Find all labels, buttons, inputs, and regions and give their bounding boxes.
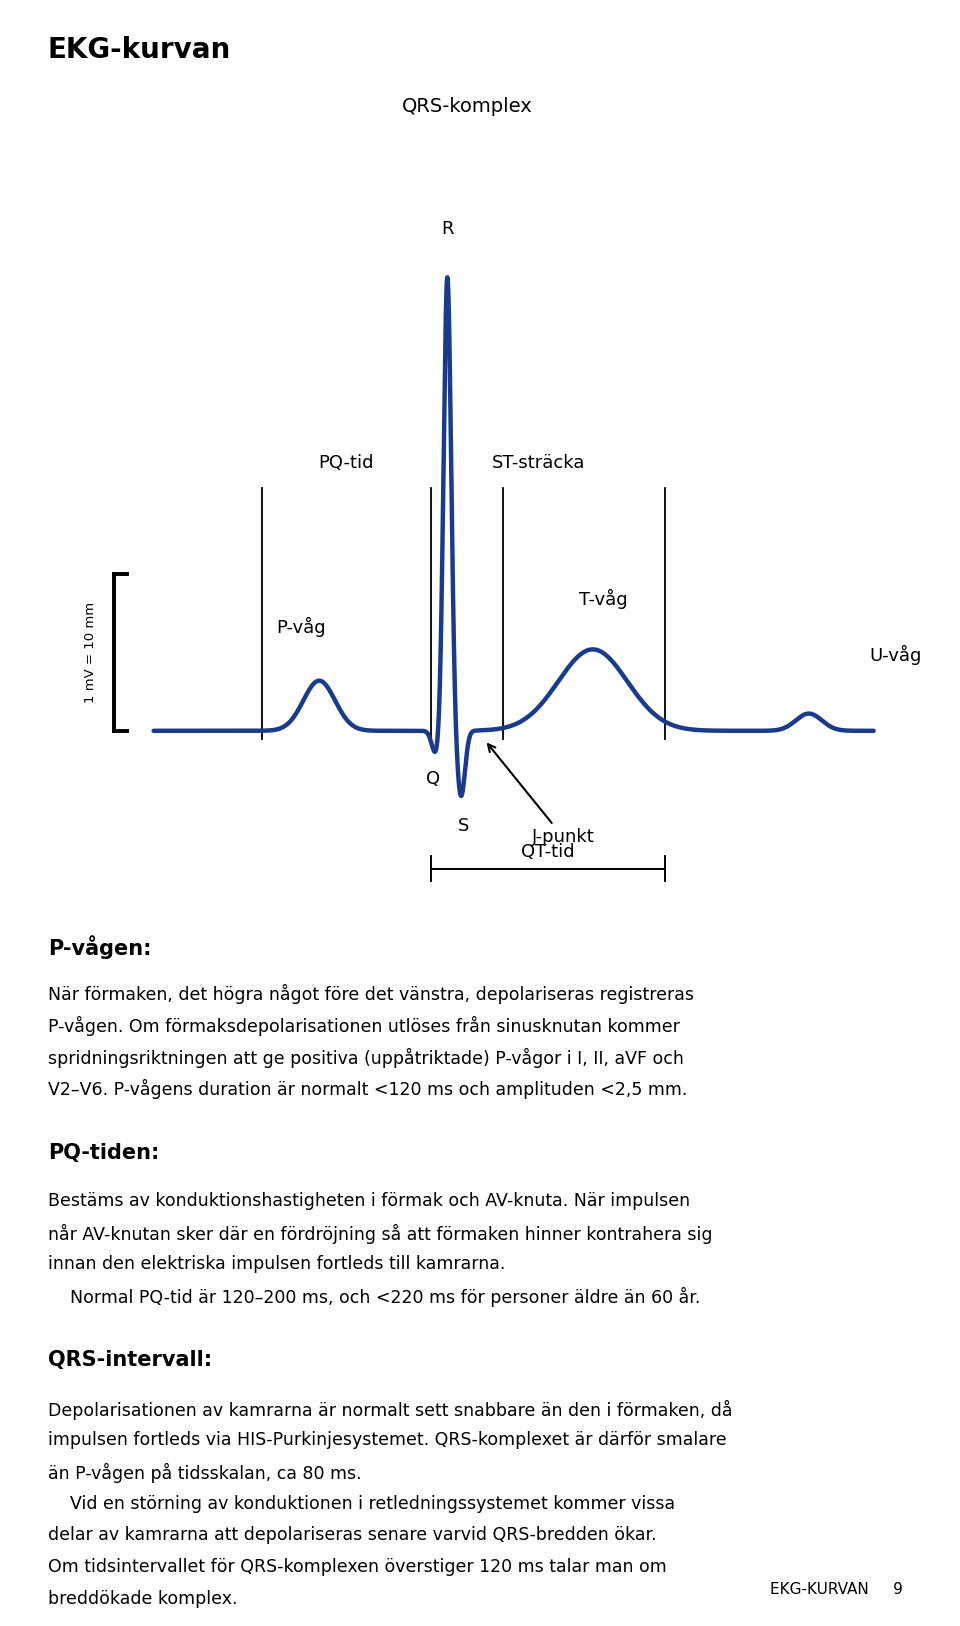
Text: J-punkt: J-punkt (488, 745, 594, 846)
Text: QRS-intervall:: QRS-intervall: (48, 1350, 212, 1371)
Text: spridningsriktningen att ge positiva (uppåtriktade) P-vågor i I, II, aVF och: spridningsriktningen att ge positiva (up… (48, 1047, 684, 1068)
Text: PQ-tid: PQ-tid (318, 454, 373, 473)
Text: QRS-komplex: QRS-komplex (401, 96, 532, 115)
Text: Bestäms av konduktionshastigheten i förmak och AV-knuta. När impulsen: Bestäms av konduktionshastigheten i förm… (48, 1192, 690, 1210)
Text: Om tidsintervallet för QRS-komplexen överstiger 120 ms talar man om: Om tidsintervallet för QRS-komplexen öve… (48, 1558, 667, 1576)
Text: S: S (458, 816, 468, 834)
Text: impulsen fortleds via HIS-Purkinjesystemet. QRS-komplexet är därför smalare: impulsen fortleds via HIS-Purkinjesystem… (48, 1431, 727, 1449)
Text: U-våg: U-våg (869, 646, 922, 665)
Text: delar av kamrarna att depolariseras senare varvid QRS-bredden ökar.: delar av kamrarna att depolariseras sena… (48, 1527, 657, 1545)
Text: Depolarisationen av kamrarna är normalt sett snabbare än den i förmaken, då: Depolarisationen av kamrarna är normalt … (48, 1400, 732, 1419)
Text: När förmaken, det högra något före det vänstra, depolariseras registreras: När förmaken, det högra något före det v… (48, 984, 694, 1005)
Text: 1 mV = 10 mm: 1 mV = 10 mm (84, 602, 98, 702)
Text: ST-sträcka: ST-sträcka (492, 454, 586, 473)
Text: P-våg: P-våg (276, 616, 326, 637)
Text: Normal PQ-tid är 120–200 ms, och <220 ms för personer äldre än 60 år.: Normal PQ-tid är 120–200 ms, och <220 ms… (48, 1286, 701, 1307)
Text: än P-vågen på tidsskalan, ca 80 ms.: än P-vågen på tidsskalan, ca 80 ms. (48, 1463, 362, 1483)
Text: Vid en störning av konduktionen i retledningssystemet kommer vissa: Vid en störning av konduktionen i retled… (48, 1494, 675, 1512)
Text: P-vågen:: P-vågen: (48, 935, 152, 959)
Text: T-våg: T-våg (579, 589, 628, 608)
Text: EKG-KURVAN     9: EKG-KURVAN 9 (770, 1582, 902, 1597)
Text: Q: Q (426, 771, 440, 789)
Text: P-vågen. Om förmaksdepolarisationen utlöses från sinusknutan kommer: P-vågen. Om förmaksdepolarisationen utlö… (48, 1016, 680, 1036)
Text: V2–V6. P-vågens duration är normalt <120 ms och amplituden <2,5 mm.: V2–V6. P-vågens duration är normalt <120… (48, 1080, 687, 1099)
Text: PQ-tiden:: PQ-tiden: (48, 1143, 159, 1163)
Text: EKG-kurvan: EKG-kurvan (48, 36, 231, 63)
Text: breddökade komplex.: breddökade komplex. (48, 1590, 237, 1608)
Text: R: R (441, 220, 454, 237)
Text: QT-tid: QT-tid (521, 842, 575, 860)
Text: når AV-knutan sker där en fördröjning så att förmaken hinner kontrahera sig: når AV-knutan sker där en fördröjning så… (48, 1223, 712, 1244)
Text: innan den elektriska impulsen fortleds till kamrarna.: innan den elektriska impulsen fortleds t… (48, 1255, 505, 1273)
